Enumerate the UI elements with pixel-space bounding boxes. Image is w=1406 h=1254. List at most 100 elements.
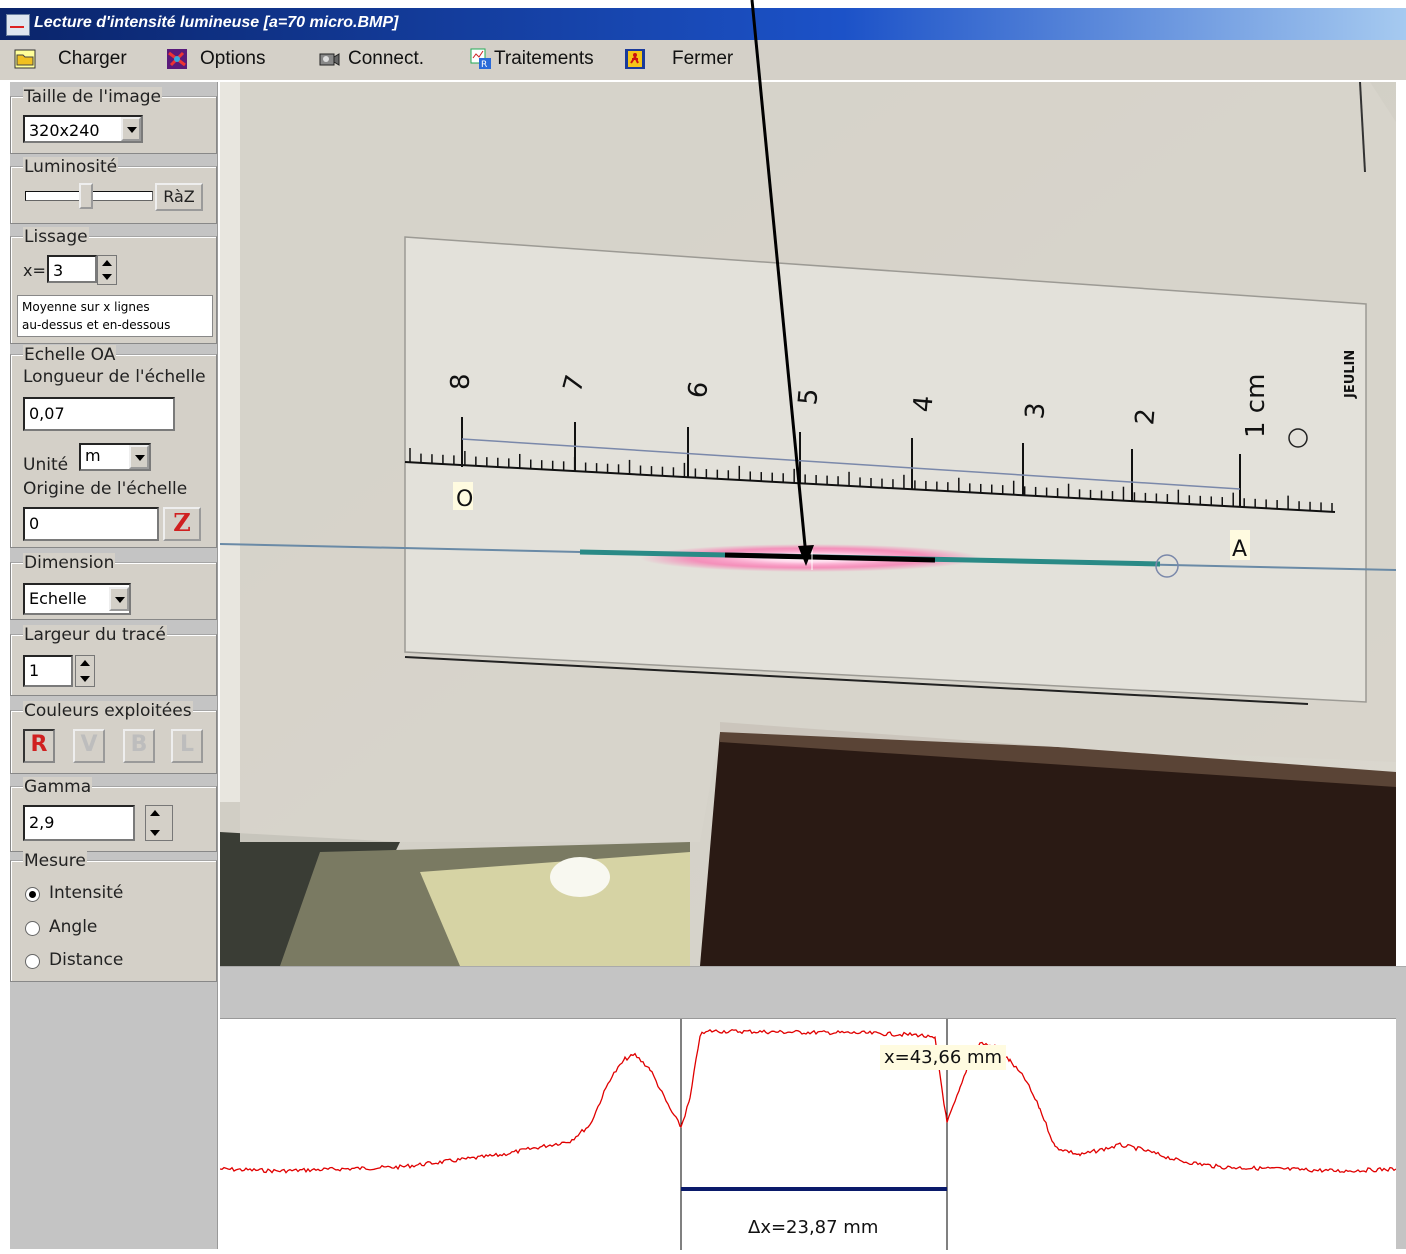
smoothing-x-value: 3 (53, 261, 64, 280)
radio-angle[interactable] (25, 921, 40, 936)
pen-mark (1359, 82, 1366, 173)
group-taille-title: Taille de l'image (23, 87, 163, 107)
group-gamma: Gamma 2,9 (10, 777, 217, 852)
group-gamma-title: Gamma (23, 777, 93, 797)
exit-icon (625, 49, 645, 69)
scale-length-input[interactable]: 0,07 (23, 397, 175, 431)
gamma-input[interactable]: 2,9 (23, 805, 135, 841)
radio-distance[interactable] (25, 954, 40, 969)
color-l-toggle[interactable]: L (171, 729, 203, 763)
group-largeur: Largeur du tracé 1 (10, 625, 217, 696)
ruler-number-6: 6 (682, 379, 714, 401)
group-couleurs-title: Couleurs exploitées (23, 701, 193, 721)
window-title-bar: Lecture d'intensité lumineuse [a=70 micr… (0, 8, 1406, 40)
menu-options[interactable]: Options (166, 48, 265, 70)
group-echelle: Echelle OA Longueur de l'échelle 0,07 Un… (10, 345, 217, 548)
brightness-slider-thumb[interactable] (79, 183, 93, 209)
camera-icon (319, 53, 340, 66)
ruler-number-7: 7 (558, 372, 591, 396)
intensity-profile (219, 1029, 1397, 1174)
smoothing-info: Moyenne sur x lignes au-dessus et en-des… (17, 295, 213, 337)
scale-length-value: 0,07 (29, 404, 65, 423)
scale-origin-value: 0 (29, 514, 40, 533)
ruler-number-1cm: 1 cm (1241, 374, 1271, 438)
smoothing-spinner[interactable] (97, 255, 117, 285)
point-a-marker[interactable] (1155, 554, 1179, 578)
trace-width-input[interactable]: 1 (23, 655, 73, 687)
group-taille: Taille de l'image 320x240 (10, 87, 217, 154)
point-a-box (1230, 530, 1250, 560)
slide-bottom-line (404, 656, 1309, 705)
menu-options-label: Options (200, 48, 266, 69)
reset-origin-label: Z (173, 508, 191, 537)
menu-fermer[interactable]: Fermer (624, 48, 733, 70)
point-o-box (453, 482, 473, 510)
group-luminosite: Luminosité RàZ (10, 157, 217, 224)
intensity-graph[interactable]: x=43,66 mm Δx=23,87 mm (219, 1018, 1397, 1250)
yellow-tape (420, 852, 690, 966)
color-v-toggle[interactable]: V (73, 729, 105, 763)
smoothing-x-label: x= (23, 261, 46, 280)
gamma-value: 2,9 (29, 813, 55, 832)
menu-connect[interactable]: Connect. (318, 48, 424, 70)
ruler-number-8: 8 (446, 373, 476, 390)
svg-text:R: R (481, 60, 487, 70)
color-r-label: R (30, 732, 48, 757)
ruler-number-5: 5 (793, 387, 824, 406)
folder-open-icon (14, 49, 36, 69)
photo-canvas: 8 7 6 5 4 3 2 1 cm JEULIN O A (220, 82, 1396, 966)
color-r-toggle[interactable]: R (23, 729, 55, 763)
point-o-label: O (456, 487, 473, 512)
radio-angle-label: Angle (49, 917, 98, 937)
group-mesure-title: Mesure (23, 851, 87, 871)
color-b-toggle[interactable]: B (123, 729, 155, 763)
menu-bar: Charger Options Connect. R Traitements F… (0, 40, 1406, 80)
image-view[interactable]: 8 7 6 5 4 3 2 1 cm JEULIN O A (220, 82, 1396, 966)
scale-origin-label: Origine de l'échelle (23, 479, 188, 499)
unit-value: m (85, 446, 101, 465)
group-couleurs: Couleurs exploitées R V B L (10, 701, 217, 774)
group-lissage-title: Lissage (23, 227, 89, 247)
group-echelle-title: Echelle OA (23, 345, 117, 365)
app-icon (6, 14, 30, 36)
chevron-down-icon[interactable] (121, 117, 141, 141)
group-largeur-title: Largeur du tracé (23, 625, 167, 645)
point-a-label: A (1232, 537, 1247, 562)
trace-width-value: 1 (29, 661, 40, 680)
image-size-value: 320x240 (29, 121, 100, 140)
graph-canvas (219, 1019, 1397, 1250)
ruler-number-3: 3 (1020, 401, 1051, 420)
splitter-bar[interactable] (220, 966, 1406, 1019)
group-mesure: Mesure Intensité Angle Distance (10, 851, 217, 982)
menu-traitements-label: Traitements (494, 48, 594, 69)
radio-intensite-label: Intensité (49, 883, 124, 903)
ruler-number-2: 2 (1130, 407, 1161, 426)
menu-traitements[interactable]: R Traitements (470, 48, 594, 70)
slide-frame (404, 236, 1367, 703)
reflection (550, 857, 610, 897)
smoothing-x-input[interactable]: 3 (47, 255, 97, 283)
scale-length-label: Longueur de l'échelle (23, 367, 206, 387)
group-dimension-title: Dimension (23, 553, 116, 573)
chevron-down-icon[interactable] (129, 445, 149, 469)
reset-origin-button[interactable]: Z (163, 507, 201, 541)
graph-scrollbar[interactable] (1396, 1018, 1406, 1249)
radio-intensite[interactable] (25, 887, 40, 902)
window-title: Lecture d'intensité lumineuse [a=70 micr… (34, 14, 399, 31)
brand-logo (1288, 428, 1308, 448)
smoothing-info-line2: au-dessus et en-dessous (22, 318, 171, 332)
scale-origin-input[interactable]: 0 (23, 507, 159, 541)
group-lissage: Lissage x= 3 Moyenne sur x lignes au-des… (10, 227, 217, 344)
processing-icon: R (470, 48, 491, 70)
control-sidebar: Taille de l'image 320x240 Luminosité RàZ… (10, 82, 218, 1249)
group-luminosite-title: Luminosité (23, 157, 119, 177)
menu-charger[interactable]: Charger (14, 48, 127, 70)
unit-label: Unité (23, 455, 69, 475)
brightness-reset-button[interactable]: RàZ (155, 183, 203, 211)
paper-edge (220, 82, 240, 802)
brightness-reset-label: RàZ (163, 187, 195, 206)
group-dimension: Dimension Echelle (10, 553, 217, 620)
gamma-spinner[interactable] (145, 805, 173, 841)
chevron-down-icon[interactable] (109, 587, 129, 611)
trace-width-spinner[interactable] (75, 655, 95, 687)
